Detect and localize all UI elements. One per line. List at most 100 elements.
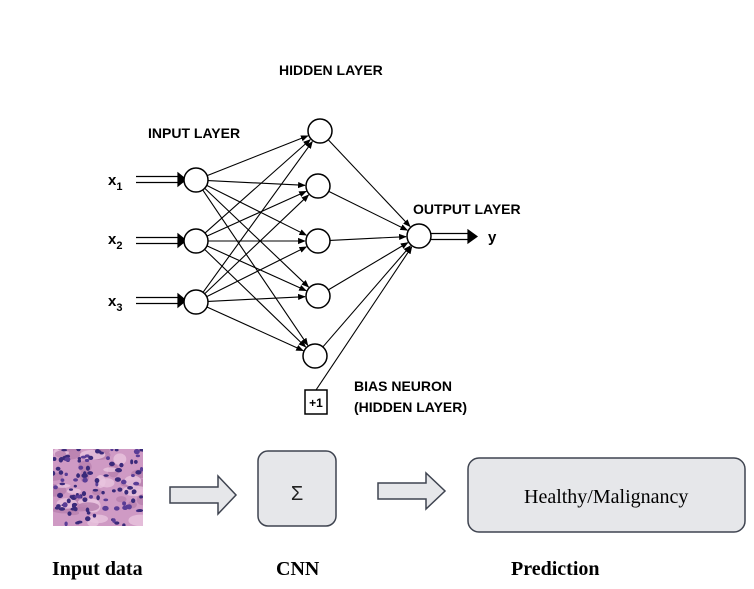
connection-1 [206, 135, 309, 177]
tissue-nucleus [64, 521, 68, 526]
tissue-nucleus [87, 471, 94, 475]
tissue-stroma [54, 450, 67, 458]
connection-3 [206, 184, 308, 236]
hidden-neuron-4 [305, 283, 331, 309]
output-label: y [488, 229, 497, 246]
connection-20 [322, 245, 411, 348]
tissue-nucleus [60, 478, 65, 482]
cnn-sigma-symbol: Σ [291, 483, 303, 505]
tissue-stroma [55, 483, 71, 488]
tissue-nucleus [130, 459, 134, 465]
tissue-nucleus [119, 462, 124, 468]
tissue-stroma [116, 496, 127, 503]
tissue-nucleus [101, 490, 105, 495]
hidden-neuron-3 [305, 228, 331, 254]
hidden-neuron-2 [305, 173, 331, 199]
tissue-nucleus [84, 458, 90, 463]
tissue-stroma [103, 467, 118, 473]
tissue-nucleus [74, 495, 78, 498]
connection-11 [202, 140, 313, 293]
tissue-nucleus [131, 473, 135, 478]
connection-13 [206, 246, 308, 298]
output-arrow [431, 228, 479, 245]
tissue-nucleus [106, 456, 110, 461]
tissue-nucleus [85, 507, 90, 513]
tissue-nucleus [133, 481, 140, 486]
tissue-nucleus [80, 455, 87, 459]
tissue-nucleus [58, 507, 66, 511]
tissue-nucleus [73, 484, 77, 488]
output-neuron [406, 223, 432, 249]
tissue-nucleus [54, 506, 60, 510]
tissue-nucleus [81, 473, 88, 479]
tissue-nucleus [88, 455, 94, 461]
connection-12 [204, 194, 310, 295]
tissue-nucleus [96, 495, 100, 501]
bias-neuron-symbol: +1 [309, 396, 323, 410]
tissue-nucleus [62, 502, 68, 508]
tissue-nucleus [122, 523, 126, 526]
tissue-nucleus [81, 491, 87, 497]
input-arrow-2 [136, 232, 187, 249]
tissue-nucleus [95, 449, 101, 454]
tissue-nucleus [57, 492, 64, 499]
connection-18 [329, 233, 407, 241]
bias-neuron-box [304, 389, 328, 415]
connection-15 [206, 306, 304, 352]
tissue-nucleus [131, 498, 136, 504]
input-neuron-3 [183, 289, 209, 315]
tissue-nucleus [55, 466, 61, 471]
tissue-nucleus [109, 461, 115, 467]
tissue-nucleus [134, 459, 138, 464]
input-neuron-1 [183, 167, 209, 193]
tissue-nucleus [133, 449, 140, 455]
tissue-nucleus [114, 468, 122, 472]
tissue-nucleus [103, 474, 109, 477]
neural-network: +1 HIDDEN LAYER INPUT LAYER OUTPUT LAYER… [108, 62, 521, 415]
tissue-nucleus [120, 479, 127, 485]
input-var-1: x1 [108, 172, 122, 193]
tissue-nucleus [75, 521, 80, 525]
tissue-stroma [66, 488, 81, 494]
tissue-nucleus [85, 516, 91, 522]
tissue-stroma [113, 453, 127, 465]
tissue-nucleus [89, 495, 93, 499]
input-layer-label: INPUT LAYER [148, 125, 240, 141]
tissue-nucleus [53, 485, 58, 490]
tissue-nucleus [92, 488, 99, 492]
connection-19 [328, 242, 409, 291]
tissue-nucleus [73, 478, 78, 482]
connection-4 [204, 187, 310, 288]
tissue-nucleus [92, 513, 97, 518]
tissue-nucleus [69, 495, 74, 499]
tissue-nucleus [95, 482, 99, 487]
input-data-image [53, 449, 143, 526]
tissue-nucleus [68, 488, 74, 491]
prediction-box [467, 457, 746, 533]
connection-17 [328, 190, 409, 231]
hidden-neuron-5 [302, 343, 328, 369]
tissue-nucleus [135, 454, 141, 458]
prediction-text: Healthy/Malignancy [524, 486, 688, 508]
connection-9 [206, 245, 307, 292]
input-arrow-3 [136, 292, 187, 309]
tissue-nucleus [139, 449, 143, 452]
connection-21 [315, 246, 413, 391]
output-layer-label: OUTPUT LAYER [413, 201, 521, 217]
hidden-neuron-1 [307, 118, 333, 144]
tissue-nucleus [53, 457, 57, 461]
hidden-layer-label: HIDDEN LAYER [279, 62, 383, 78]
connection-14 [207, 293, 306, 302]
tissue-nucleus [53, 470, 56, 476]
tissue-nucleus [59, 482, 66, 486]
tissue-nucleus [77, 459, 82, 463]
tissue-nucleus [131, 489, 137, 495]
pipeline: Σ Healthy/Malignancy Input data CNN Pred… [52, 449, 746, 580]
tissue-nucleus [114, 521, 120, 525]
tissue-nucleus [70, 507, 76, 511]
bias-label-line2: (HIDDEN LAYER) [354, 399, 467, 415]
input-arrow-1 [136, 171, 187, 188]
tissue-stroma [77, 502, 100, 512]
connection-6 [204, 139, 311, 234]
